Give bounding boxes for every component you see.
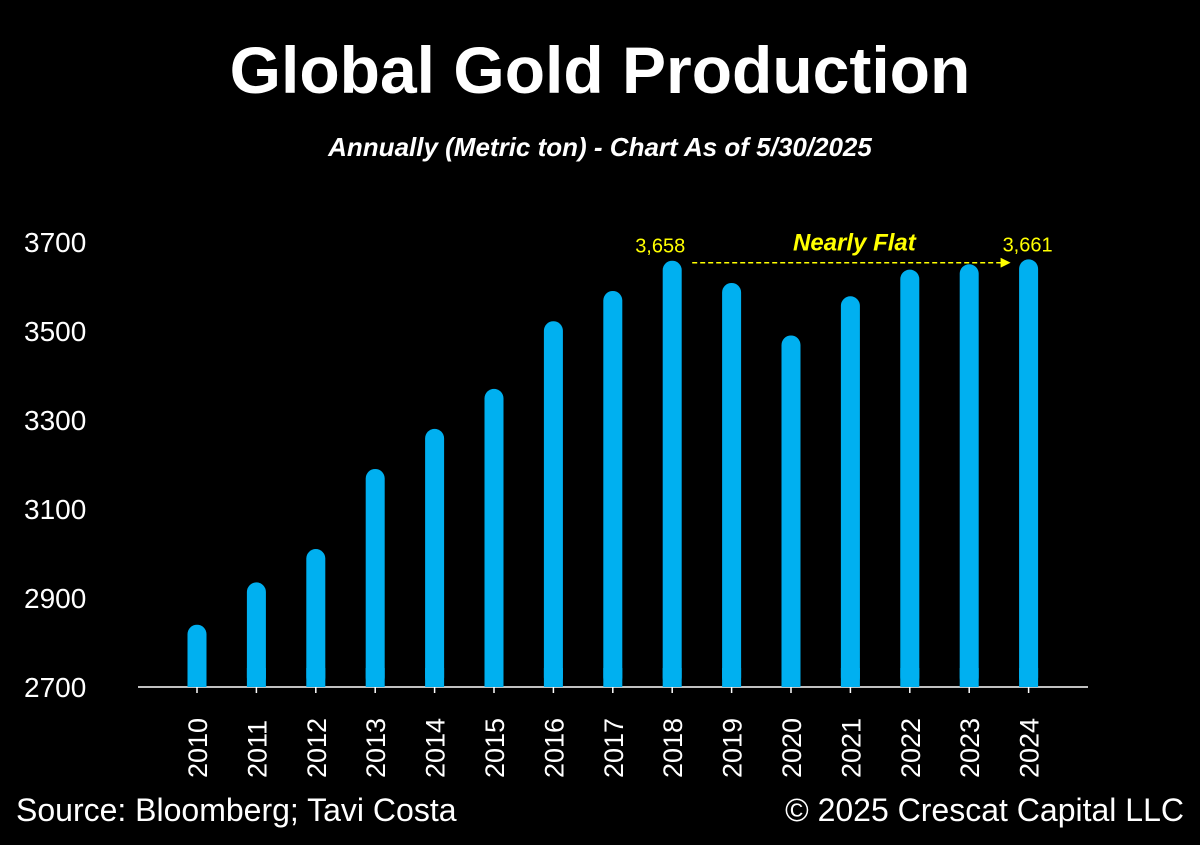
bar-base-2012 [306,668,326,687]
bar-2020 [781,335,801,687]
bar-2018 [662,260,682,687]
x-tick-label-2020: 2020 [777,718,807,778]
bar-2015 [484,388,504,687]
bar-base-2021 [840,668,860,687]
bar-base-2016 [543,668,563,687]
x-tick-label-2021: 2021 [836,718,866,778]
bar-2022 [900,269,920,687]
data-label-2024: 3,661 [1003,234,1053,256]
y-tick-label-3300: 3300 [24,405,86,436]
y-tick-label-2900: 2900 [24,583,86,614]
y-tick-label-3700: 3700 [24,227,86,258]
x-tick-label-2024: 2024 [1015,718,1045,778]
bar-base-2022 [900,668,920,687]
x-tick-label-2013: 2013 [361,718,391,778]
bars [187,259,1039,687]
bar-base-2024 [1019,668,1039,687]
y-tick-label-3100: 3100 [24,494,86,525]
bar-2019 [722,282,742,687]
bar-base-2020 [781,668,801,687]
y-axis-labels: 2700 2900 3100 3300 3500 3700 [24,227,86,703]
x-tick-label-2019: 2019 [718,718,748,778]
x-tick-label-2023: 2023 [955,718,985,778]
bar-base-2019 [722,668,742,687]
bar-base-2017 [603,668,623,687]
bar-2023 [959,264,979,687]
bar-base-2013 [365,668,385,687]
x-tick-label-2022: 2022 [896,718,926,778]
bar-2013 [365,468,385,687]
annotations: 3,658 3,661 Nearly Flat [635,230,1053,268]
chart-title: Global Gold Production [229,33,971,107]
x-tick-label-2016: 2016 [539,718,569,778]
bar-2017 [603,290,623,687]
chart-subtitle: Annually (Metric ton) - Chart As of 5/30… [328,132,872,162]
bar-base-2015 [484,668,504,687]
x-tick-label-2011: 2011 [242,720,272,778]
bar-base-2014 [425,668,445,687]
x-tick-label-2010: 2010 [183,718,213,778]
x-tick-label-2012: 2012 [302,718,332,778]
copyright-note: © 2025 Crescat Capital LLC [785,792,1184,828]
nearly-flat-annotation: Nearly Flat [793,230,917,257]
bar-2012 [306,549,326,687]
y-tick-label-3500: 3500 [24,316,86,347]
bar-base-2018 [662,668,682,687]
x-tick-label-2014: 2014 [421,718,451,778]
x-axis-labels: 2010 2011 2012 2013 2014 2015 2016 2017 2018 2019… [183,687,1045,778]
source-note: Source: Bloomberg; Tavi Costa [16,792,457,828]
bar-base-2023 [959,668,979,687]
bar-base-2011 [246,668,266,687]
bar-2024 [1019,259,1039,687]
x-tick-label-2015: 2015 [480,718,510,778]
bar-2011 [246,582,266,687]
bar-2016 [543,321,563,687]
bar-2021 [840,296,860,687]
bar-base-2010 [187,668,207,687]
bar-2014 [425,428,445,687]
y-tick-label-2700: 2700 [24,672,86,703]
x-tick-label-2017: 2017 [599,718,629,778]
x-tick-label-2018: 2018 [658,718,688,778]
data-label-2018: 3,658 [635,236,685,258]
